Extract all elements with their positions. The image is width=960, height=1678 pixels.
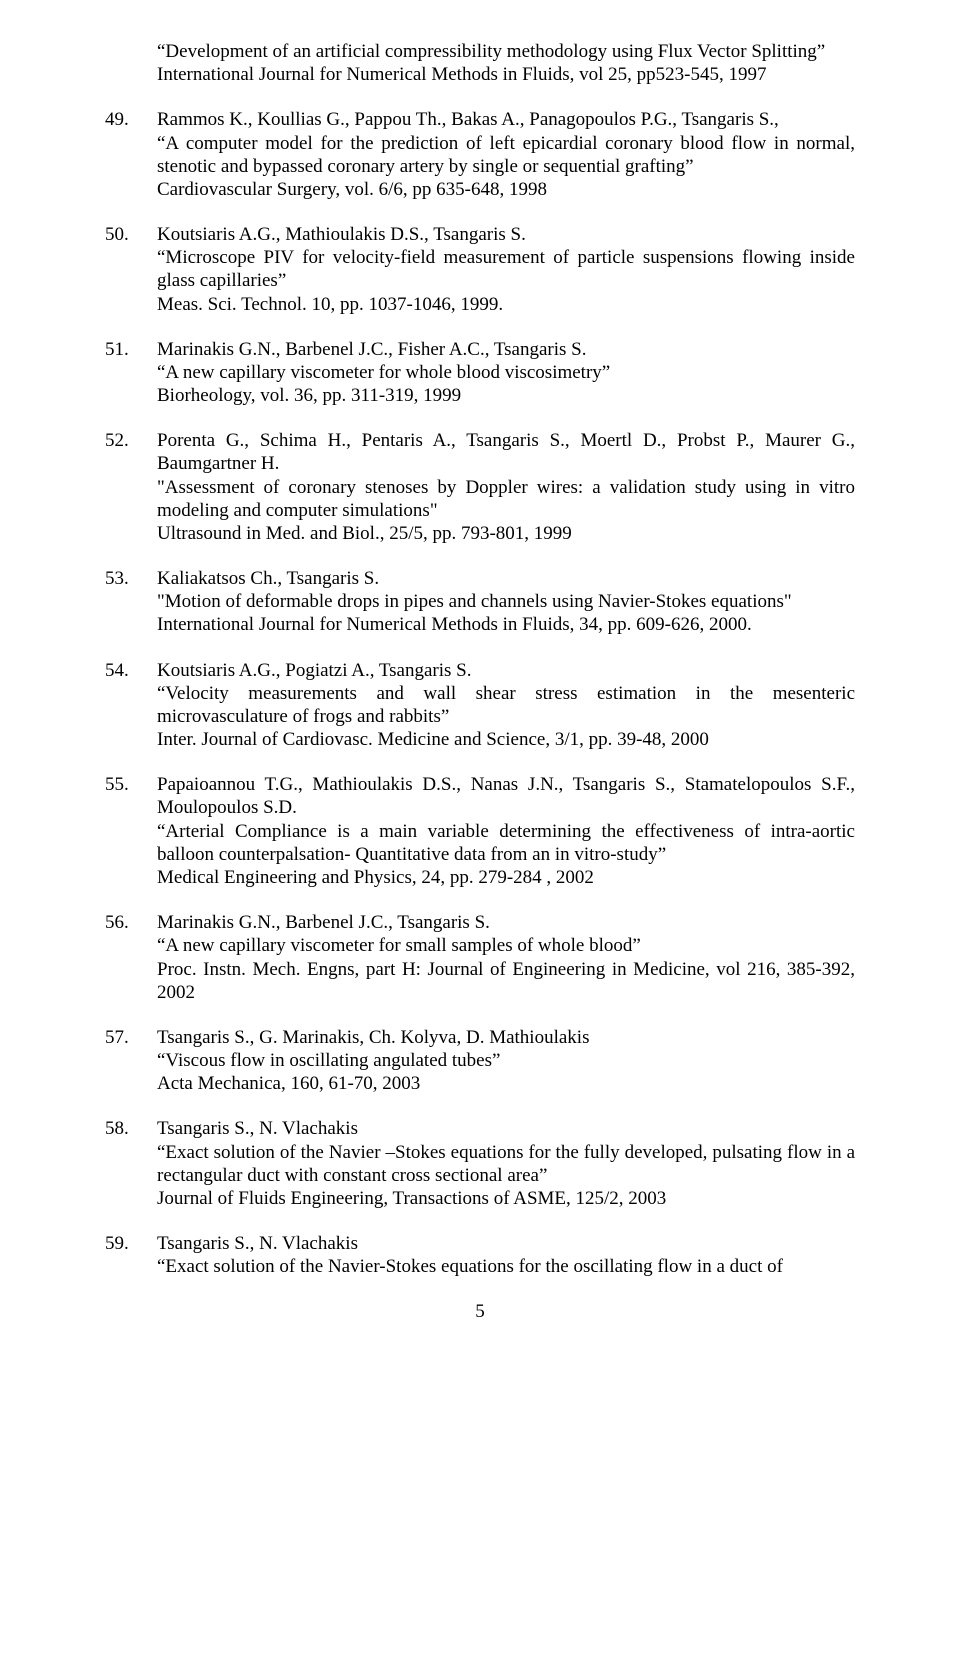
reference-source: Cardiovascular Surgery, vol. 6/6, pp 635…: [157, 178, 855, 201]
page-content: “Development of an artificial compressib…: [0, 0, 960, 1364]
reference-number: 51.: [105, 338, 157, 408]
reference-number: 53.: [105, 567, 157, 637]
reference-authors: Marinakis G.N., Barbenel J.C., Tsangaris…: [157, 911, 855, 934]
reference-number: 54.: [105, 659, 157, 752]
reference-entry: 53.Kaliakatsos Ch., Tsangaris S."Motion …: [105, 567, 855, 637]
reference-number: 55.: [105, 773, 157, 889]
reference-entry: 58.Tsangaris S., N. Vlachakis“Exact solu…: [105, 1117, 855, 1210]
reference-source: International Journal for Numerical Meth…: [157, 613, 855, 636]
reference-entry: 50.Koutsiaris A.G., Mathioulakis D.S., T…: [105, 223, 855, 316]
reference-number: 59.: [105, 1232, 157, 1278]
reference-entry: 55.Papaioannou T.G., Mathioulakis D.S., …: [105, 773, 855, 889]
reference-body: Marinakis G.N., Barbenel J.C., Tsangaris…: [157, 911, 855, 1004]
reference-entry: 52.Porenta G., Schima H., Pentaris A., T…: [105, 429, 855, 545]
reference-authors: Papaioannou T.G., Mathioulakis D.S., Nan…: [157, 773, 855, 819]
reference-title: "Assessment of coronary stenoses by Dopp…: [157, 476, 855, 522]
reference-authors: Marinakis G.N., Barbenel J.C., Fisher A.…: [157, 338, 855, 361]
page-number: 5: [105, 1300, 855, 1323]
reference-source: Inter. Journal of Cardiovasc. Medicine a…: [157, 728, 855, 751]
reference-body: Tsangaris S., G. Marinakis, Ch. Kolyva, …: [157, 1026, 855, 1096]
reference-source: Ultrasound in Med. and Biol., 25/5, pp. …: [157, 522, 855, 545]
reference-continuation: “Development of an artificial compressib…: [105, 40, 855, 86]
reference-number: 57.: [105, 1026, 157, 1096]
reference-entry: 54.Koutsiaris A.G., Pogiatzi A., Tsangar…: [105, 659, 855, 752]
reference-source: Proc. Instn. Mech. Engns, part H: Journa…: [157, 958, 855, 1004]
reference-title: “A new capillary viscometer for whole bl…: [157, 361, 855, 384]
reference-body: Porenta G., Schima H., Pentaris A., Tsan…: [157, 429, 855, 545]
reference-authors: Tsangaris S., N. Vlachakis: [157, 1117, 855, 1140]
reference-body: Marinakis G.N., Barbenel J.C., Fisher A.…: [157, 338, 855, 408]
reference-source: Acta Mechanica, 160, 61-70, 2003: [157, 1072, 855, 1095]
reference-body: Koutsiaris A.G., Mathioulakis D.S., Tsan…: [157, 223, 855, 316]
reference-entry: 56.Marinakis G.N., Barbenel J.C., Tsanga…: [105, 911, 855, 1004]
reference-body: Tsangaris S., N. Vlachakis“Exact solutio…: [157, 1232, 855, 1278]
reference-body: Papaioannou T.G., Mathioulakis D.S., Nan…: [157, 773, 855, 889]
reference-authors: Koutsiaris A.G., Pogiatzi A., Tsangaris …: [157, 659, 855, 682]
reference-authors: Porenta G., Schima H., Pentaris A., Tsan…: [157, 429, 855, 475]
reference-title: “Development of an artificial compressib…: [157, 40, 855, 63]
reference-title: “Exact solution of the Navier –Stokes eq…: [157, 1141, 855, 1187]
reference-title: “Arterial Compliance is a main variable …: [157, 820, 855, 866]
reference-body: Koutsiaris A.G., Pogiatzi A., Tsangaris …: [157, 659, 855, 752]
reference-number: 58.: [105, 1117, 157, 1210]
reference-title: “Exact solution of the Navier-Stokes equ…: [157, 1255, 855, 1278]
reference-title: “A new capillary viscometer for small sa…: [157, 934, 855, 957]
reference-title: “Microscope PIV for velocity-field measu…: [157, 246, 855, 292]
reference-entry: 57.Tsangaris S., G. Marinakis, Ch. Kolyv…: [105, 1026, 855, 1096]
reference-authors: Tsangaris S., G. Marinakis, Ch. Kolyva, …: [157, 1026, 855, 1049]
reference-number: 52.: [105, 429, 157, 545]
reference-body: Rammos K., Koullias G., Pappou Th., Baka…: [157, 108, 855, 201]
reference-source: Biorheology, vol. 36, pp. 311-319, 1999: [157, 384, 855, 407]
reference-body: Kaliakatsos Ch., Tsangaris S."Motion of …: [157, 567, 855, 637]
reference-authors: Kaliakatsos Ch., Tsangaris S.: [157, 567, 855, 590]
reference-title: “Velocity measurements and wall shear st…: [157, 682, 855, 728]
reference-number: 50.: [105, 223, 157, 316]
reference-entry: 51.Marinakis G.N., Barbenel J.C., Fisher…: [105, 338, 855, 408]
reference-body: Tsangaris S., N. Vlachakis“Exact solutio…: [157, 1117, 855, 1210]
reference-source: International Journal for Numerical Meth…: [157, 63, 855, 86]
reference-entry: 49.Rammos K., Koullias G., Pappou Th., B…: [105, 108, 855, 201]
reference-title: "Motion of deformable drops in pipes and…: [157, 590, 855, 613]
reference-title: “A computer model for the prediction of …: [157, 132, 855, 178]
reference-source: Meas. Sci. Technol. 10, pp. 1037-1046, 1…: [157, 293, 855, 316]
reference-number: 49.: [105, 108, 157, 201]
reference-number: 56.: [105, 911, 157, 1004]
reference-authors: Koutsiaris A.G., Mathioulakis D.S., Tsan…: [157, 223, 855, 246]
reference-title: “Viscous flow in oscillating angulated t…: [157, 1049, 855, 1072]
reference-authors: Tsangaris S., N. Vlachakis: [157, 1232, 855, 1255]
reference-authors: Rammos K., Koullias G., Pappou Th., Baka…: [157, 108, 855, 131]
reference-source: Medical Engineering and Physics, 24, pp.…: [157, 866, 855, 889]
reference-entry: 59.Tsangaris S., N. Vlachakis“Exact solu…: [105, 1232, 855, 1278]
reference-source: Journal of Fluids Engineering, Transacti…: [157, 1187, 855, 1210]
